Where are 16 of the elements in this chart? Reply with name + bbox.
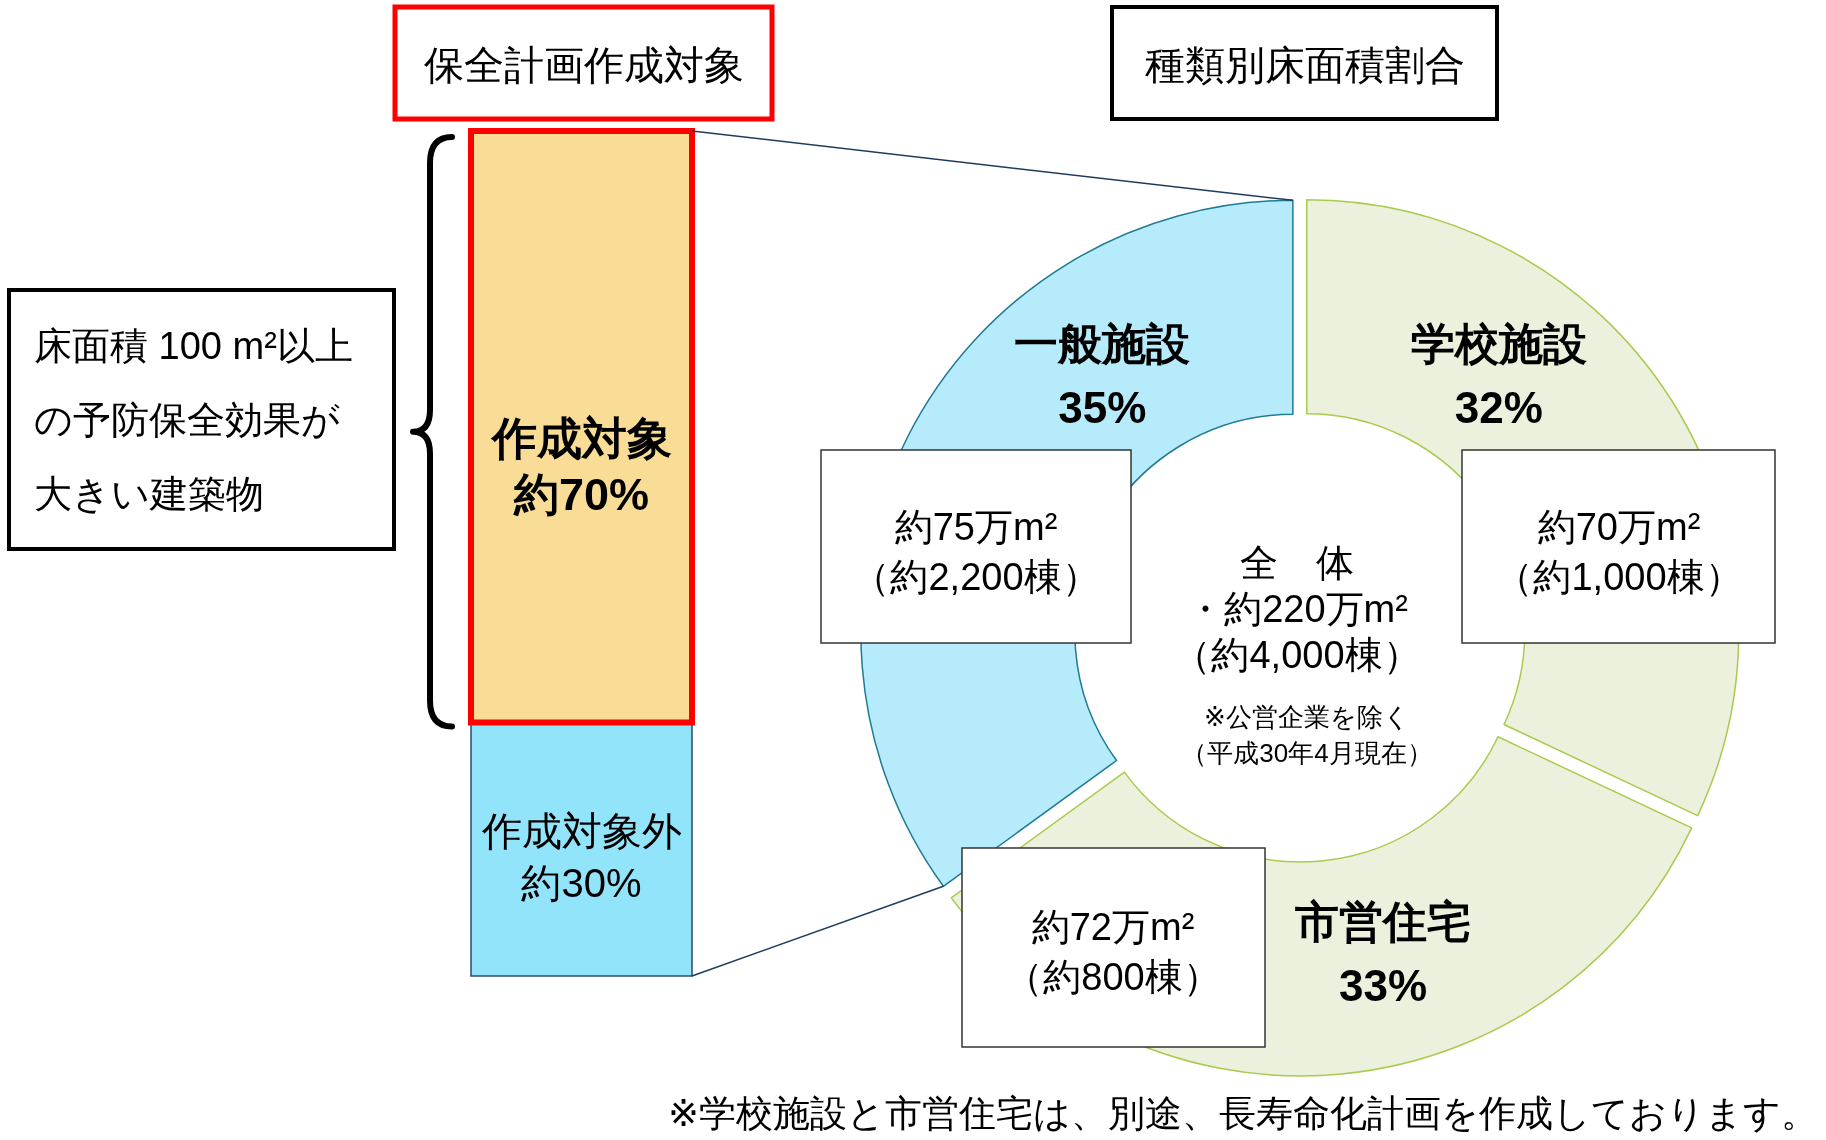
annotation: 約72万m²（約800棟） xyxy=(961,847,1266,1048)
data-label: 市営住宅 33% xyxy=(1295,896,1472,1010)
annotation: 約75万m²（約2,200棟） xyxy=(820,449,1132,644)
data-label: 作成対象 約70% xyxy=(491,413,672,521)
data-label: 作成対象外 約30% xyxy=(481,809,682,906)
annotation: ※公営企業を除く（平成30年4月現在） xyxy=(1181,702,1433,768)
annotation: 全 体・約220万m²（約4,000棟） xyxy=(1173,542,1421,676)
data-label: 学校施設 32% xyxy=(1410,319,1587,433)
annotation: 約70万m²（約1,000棟） xyxy=(1461,449,1776,644)
title: 保全計画作成対象 xyxy=(392,4,775,122)
annotation: 床面積 100 m²以上の予防保全効果が大きい建築物 xyxy=(7,288,396,551)
chart-title: 保全計画作成対象 xyxy=(423,43,744,87)
annotation: ※学校施設と市営住宅は、別途、長寿命化計画を作成しております。 xyxy=(668,1092,1818,1134)
chart-title: 種類別床面積割合 xyxy=(1144,43,1465,87)
data-label: 一般施設 35% xyxy=(1014,318,1191,432)
title: 種類別床面積割合 xyxy=(1110,5,1499,121)
